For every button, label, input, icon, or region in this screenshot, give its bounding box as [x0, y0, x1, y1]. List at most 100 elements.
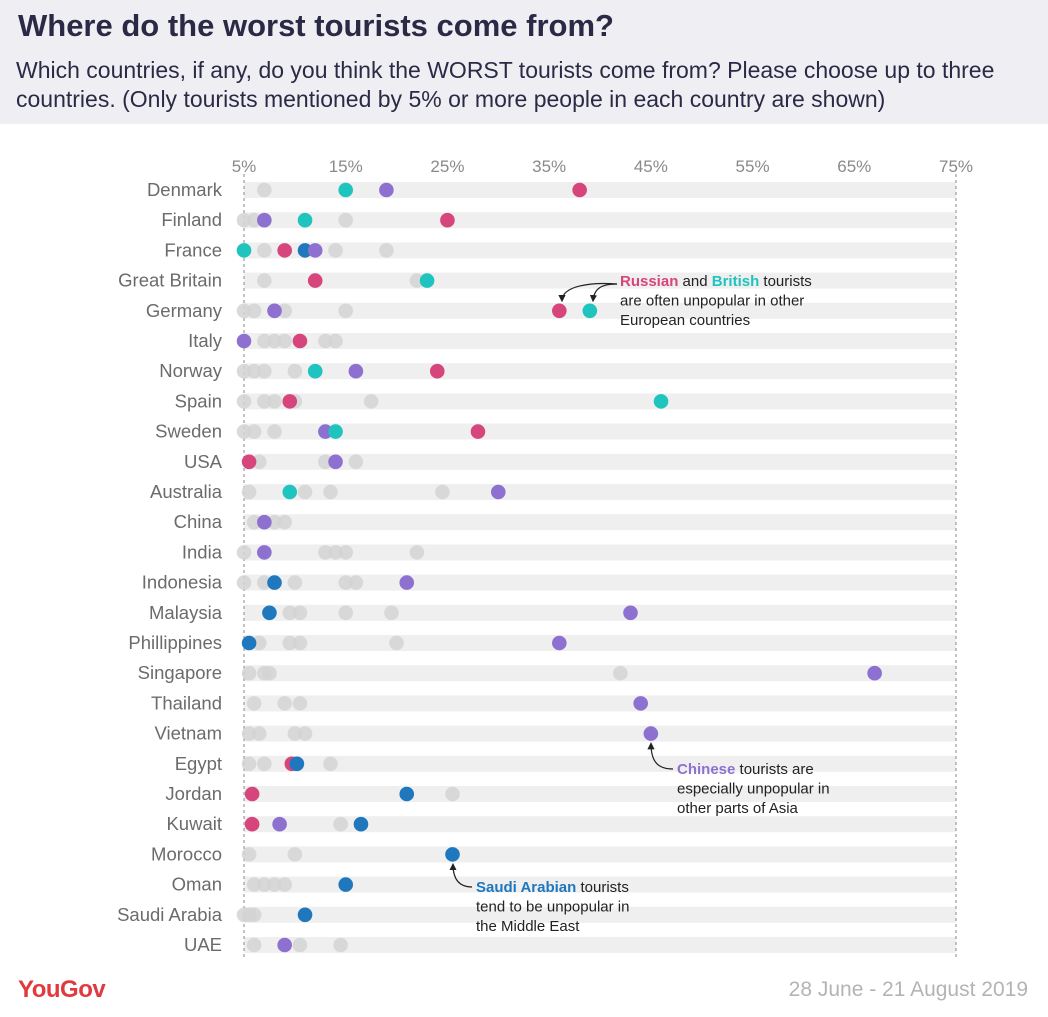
- other-dot: [241, 847, 257, 862]
- annotation-european: Russian and British tourists are often un…: [620, 273, 812, 329]
- country-label: Jordan: [165, 783, 222, 804]
- other-dot: [323, 756, 338, 772]
- other-dot: [384, 605, 399, 621]
- saudi-dot: [445, 847, 460, 862]
- other-dot: [338, 303, 354, 319]
- other-dot: [241, 665, 257, 681]
- russian-dot: [244, 786, 260, 802]
- country-label: Saudi Arabia: [117, 904, 223, 925]
- x-tick-label: 25%: [430, 157, 464, 176]
- row-band: [244, 333, 956, 349]
- row-band: [244, 604, 956, 621]
- saudi-dot: [297, 907, 313, 923]
- country-label: Egypt: [175, 753, 222, 774]
- other-dot: [379, 243, 394, 258]
- row-band: [244, 665, 956, 682]
- other-dot: [435, 484, 450, 500]
- row-band: [244, 635, 956, 651]
- other-dot: [236, 212, 252, 228]
- annotation-arrow-russian: [558, 282, 618, 303]
- other-dot: [297, 484, 313, 500]
- country-label: Vietnam: [154, 723, 222, 744]
- country-label: Finland: [161, 209, 222, 230]
- country-label: Italy: [188, 330, 223, 351]
- other-dot: [292, 605, 308, 621]
- chinese-dot: [490, 484, 506, 500]
- saudi-dot: [289, 756, 305, 772]
- russian-dot: [440, 212, 455, 228]
- british-dot: [328, 424, 343, 439]
- other-dot: [246, 363, 262, 379]
- x-tick-label: 45%: [634, 157, 668, 176]
- page-subtitle: Which countries, if any, do you think th…: [16, 57, 995, 112]
- row-band: [244, 906, 956, 923]
- other-dot: [251, 454, 267, 470]
- annotation-text: tourists: [759, 273, 812, 290]
- other-dot: [389, 635, 404, 651]
- country-label: Germany: [146, 300, 223, 321]
- other-dot: [246, 514, 262, 530]
- country-label: USA: [184, 451, 223, 472]
- british-dot: [297, 212, 313, 228]
- row-band: [244, 695, 956, 712]
- other-dot: [338, 575, 354, 590]
- saudi-dot: [297, 243, 313, 258]
- other-dot: [257, 575, 272, 590]
- annotation-text: tourists: [576, 879, 629, 896]
- russian-dot: [307, 273, 323, 288]
- other-dot: [318, 333, 333, 349]
- other-dot: [267, 514, 282, 530]
- other-dot: [445, 786, 460, 802]
- other-dot: [287, 363, 303, 379]
- country-label: Great Britain: [118, 270, 222, 291]
- annotation-line: especially unpopular in: [677, 781, 830, 798]
- other-dot: [328, 243, 343, 258]
- other-dot: [257, 273, 272, 288]
- row-band: [244, 242, 956, 259]
- other-dot: [338, 605, 354, 621]
- saudi-dot: [338, 877, 354, 892]
- british-dot: [582, 303, 598, 319]
- annotation-line: tend to be unpopular in: [476, 899, 629, 916]
- other-dot: [257, 333, 272, 349]
- header-banner: Where do the worst tourists come from? W…: [0, 0, 1048, 124]
- other-dot: [333, 816, 348, 832]
- chinese-dot: [633, 696, 648, 711]
- other-dot: [287, 847, 303, 862]
- russian-dot: [552, 303, 567, 319]
- date-range: 28 June - 21 August 2019: [788, 978, 1028, 1001]
- dot-plot-chart: 5% 15% 25% 35% 45% 55% 65% 75% Denmark Finland Fra…: [117, 157, 973, 958]
- saudi-dot: [241, 635, 257, 651]
- russian-dot: [244, 816, 260, 832]
- saudi-dot: [262, 605, 277, 621]
- other-dot: [262, 665, 277, 681]
- other-dot: [236, 424, 252, 439]
- other-dot: [257, 877, 272, 892]
- saudi-dot: [399, 786, 415, 802]
- other-dot: [277, 333, 292, 349]
- annotation-arrow-saudi: [449, 862, 473, 888]
- other-dot: [236, 363, 252, 379]
- other-dot: [323, 484, 338, 500]
- other-dot: [267, 424, 282, 439]
- country-label: France: [164, 239, 222, 260]
- annotation-line: the Middle East: [476, 918, 580, 935]
- british-dot: [338, 182, 354, 198]
- chinese-dot: [643, 726, 659, 741]
- other-dot: [236, 575, 252, 590]
- other-dot: [333, 937, 348, 953]
- row-band: [244, 816, 956, 833]
- other-dot: [277, 514, 292, 530]
- other-dot: [236, 303, 252, 319]
- russian-dot: [572, 182, 587, 198]
- russian-dot: [470, 424, 486, 439]
- other-dot: [277, 877, 292, 892]
- british-dot: [419, 273, 435, 288]
- other-dot: [251, 726, 267, 741]
- other-dot: [318, 545, 333, 560]
- other-dot: [257, 363, 272, 379]
- annotation-line: other parts of Asia: [677, 800, 799, 817]
- country-label: Denmark: [147, 179, 223, 200]
- british-dot: [653, 394, 669, 409]
- other-dot: [251, 635, 267, 651]
